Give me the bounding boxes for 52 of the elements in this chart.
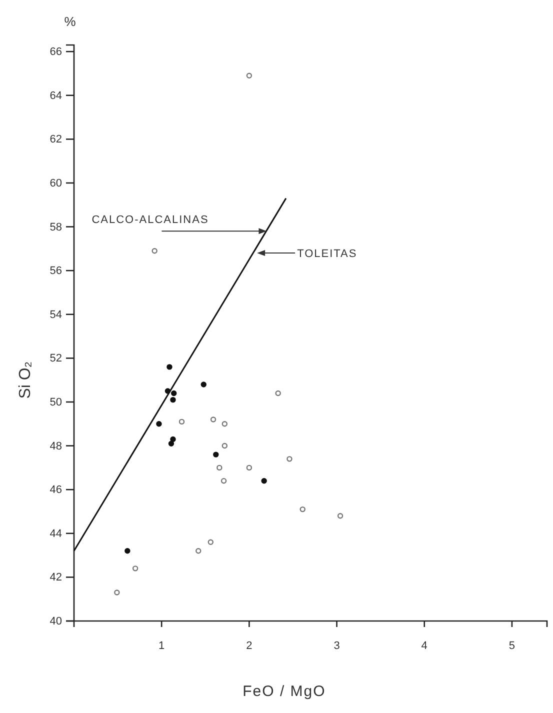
x-axis-title: FeO / MgO (242, 683, 326, 700)
point (213, 452, 219, 458)
text: % (64, 14, 76, 29)
point (222, 421, 228, 427)
point (220, 478, 227, 484)
y-tick-label: 44 (50, 528, 62, 540)
point (286, 456, 292, 462)
y-tick-label: 48 (50, 440, 62, 452)
point (171, 390, 177, 396)
point (275, 390, 281, 396)
y-tick-label: 52 (50, 352, 62, 365)
point (300, 506, 306, 512)
annotation: TOLEITAS (297, 248, 358, 260)
y-tick-label: 40 (50, 616, 62, 628)
point (114, 590, 120, 596)
point (210, 416, 216, 422)
point (152, 248, 158, 254)
x-tick-label: 5 (508, 640, 516, 652)
point (337, 513, 344, 519)
point (178, 418, 185, 425)
y-tick-label: 42 (50, 572, 62, 584)
point (132, 566, 138, 572)
y-tick-label: 58 (50, 221, 62, 234)
y-tick-label: 60 (50, 177, 62, 190)
point (246, 72, 252, 79)
y-tick-label: 64 (50, 90, 62, 102)
x-tick-label: 1 (158, 640, 165, 652)
point (168, 440, 174, 446)
point (261, 478, 267, 484)
point (164, 388, 171, 394)
y-tick-label: 50 (50, 396, 62, 409)
y-tick-label: 56 (50, 265, 62, 278)
x-tick-label: 4 (421, 640, 428, 652)
x-tick-label: 3 (334, 640, 340, 652)
y-tick-label: 46 (50, 484, 62, 496)
point (208, 539, 214, 546)
y-tick-label: 54 (50, 308, 62, 321)
point (124, 548, 130, 554)
point (246, 464, 252, 471)
point (200, 382, 206, 388)
point (170, 436, 176, 442)
point (166, 364, 172, 370)
y-tick-label: 62 (50, 134, 62, 146)
y-axis-title: Si O₂ (17, 361, 34, 399)
annotation: CALCO-ALCALINAS (92, 214, 209, 226)
point (170, 396, 176, 403)
point (156, 421, 162, 427)
x-tick-label: 2 (246, 640, 252, 652)
point (222, 442, 228, 449)
y-tick-label: 66 (50, 46, 62, 58)
point (196, 548, 202, 554)
point (216, 464, 222, 471)
